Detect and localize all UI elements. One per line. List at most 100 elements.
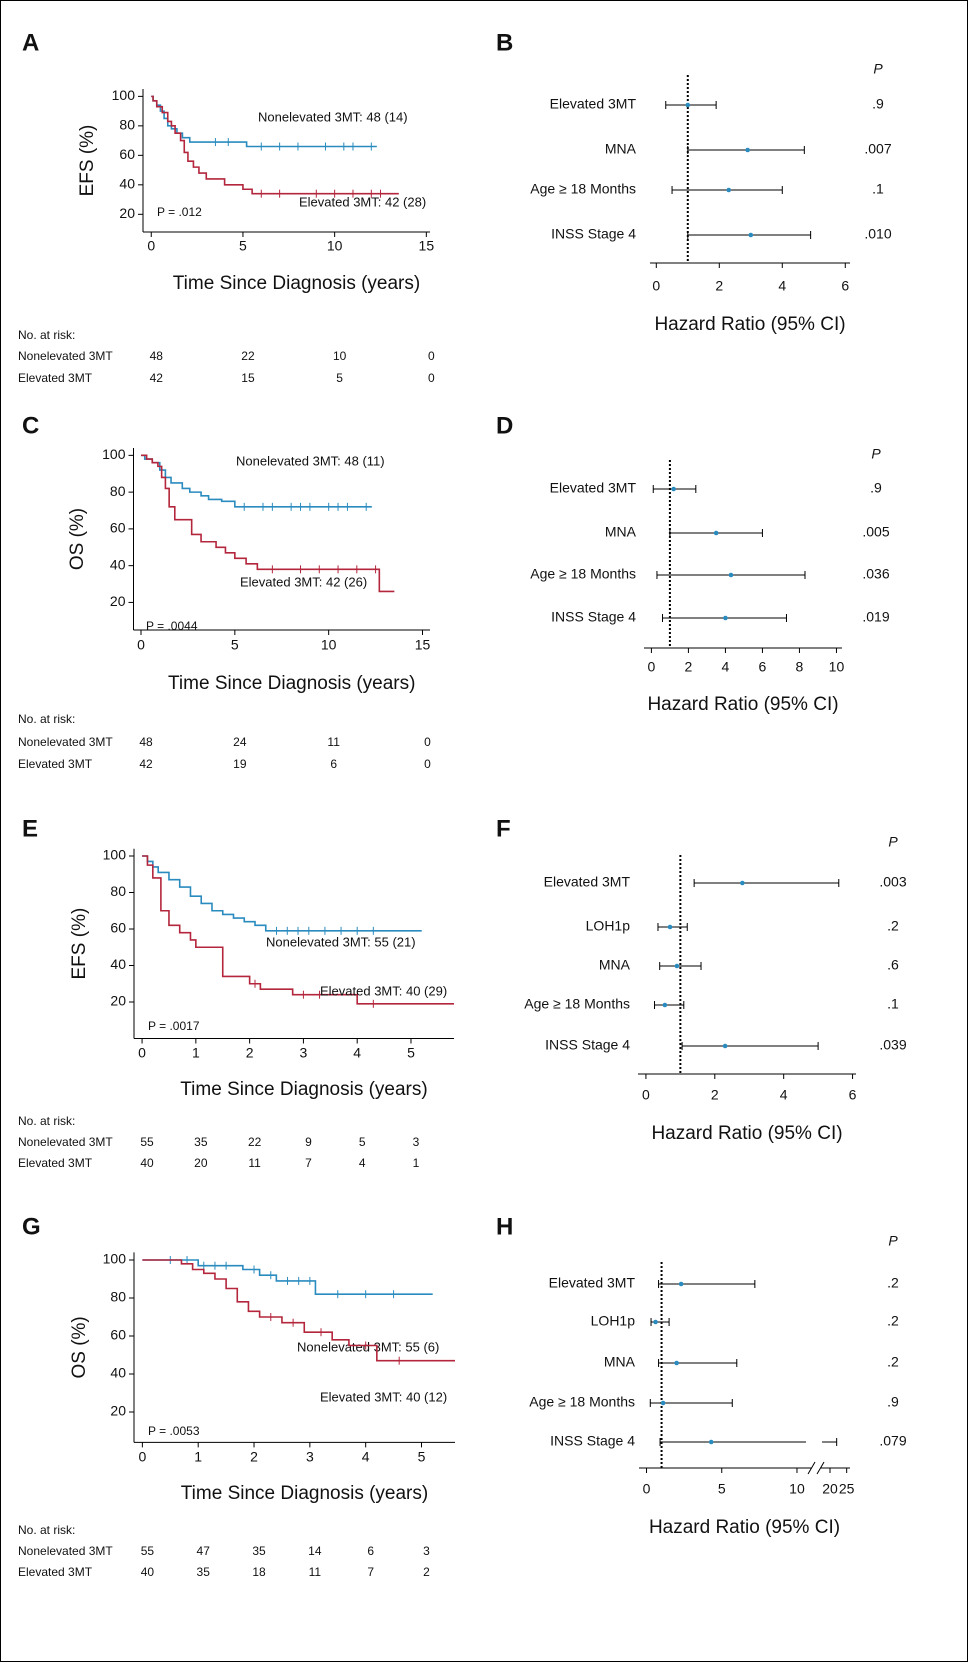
y-tick-label: 40 [110,556,126,572]
x-tick-label: 5 [718,1481,726,1497]
p-value: .9 [872,96,884,112]
category-label: INSS Stage 4 [550,1433,635,1449]
y-tick-label: 60 [110,520,126,536]
p-value: .2 [887,1313,899,1329]
confidence-interval [659,1438,838,1446]
x-axis-label: Time Since Diagnosis (years) [173,273,420,294]
confidence-interval [659,962,702,970]
p-value: P = .012 [157,205,202,219]
panel-label: A [22,29,39,56]
y-tick-label: 40 [110,956,126,972]
category-label: Age ≥ 18 Months [529,1394,635,1410]
y-tick-label: 80 [110,483,126,499]
risk-count: 35 [252,1544,266,1558]
x-tick-label: 5 [231,637,239,653]
risk-count: 24 [233,735,247,749]
confidence-interval [658,1359,738,1367]
category-label: Elevated 3MT [550,480,637,496]
p-value: P = .0053 [148,1424,200,1438]
risk-row-name: Elevated 3MT [18,1156,93,1170]
x-tick-label: 4 [722,659,730,675]
risk-count: 3 [423,1544,430,1558]
risk-count: 47 [197,1544,211,1558]
risk-count: 0 [428,349,435,363]
x-tick-label: 1 [194,1449,202,1465]
risk-count: 55 [141,1544,155,1558]
risk-count: 22 [241,349,255,363]
category-label: LOH1p [586,918,631,934]
x-tick-label: 0 [648,659,656,675]
category-label: INSS Stage 4 [545,1037,630,1053]
risk-count: 0 [424,735,431,749]
x-tick-label: 4 [780,1087,788,1103]
category-label: Elevated 3MT [544,874,631,890]
risk-count: 42 [139,757,153,771]
hazard-ratio [674,963,680,969]
risk-count: 48 [150,349,164,363]
p-value: P = .0044 [146,619,198,633]
risk-count: 4 [359,1156,366,1170]
hazard-ratio [678,1281,684,1287]
y-tick-label: 100 [102,446,126,462]
y-axis-label: EFS (%) [69,908,90,980]
risk-count: 6 [367,1544,374,1558]
y-tick-label: 100 [112,87,136,103]
hazard-ratio [726,187,732,193]
x-tick-label: 15 [415,637,431,653]
p-value: .6 [887,957,899,973]
y-axis-label: OS (%) [67,508,88,570]
p-value: .9 [870,480,882,496]
risk-count: 7 [367,1565,374,1579]
x-tick-label: 2 [711,1087,719,1103]
series-label: Nonelevated 3MT: 48 (11) [236,453,385,468]
y-tick-label: 60 [110,1327,126,1343]
category-label: Age ≥ 18 Months [530,566,636,582]
p-value: .1 [887,996,899,1012]
x-tick-label: 4 [778,278,786,294]
x-tick-label: 25 [839,1481,855,1497]
hazard-ratio [713,530,719,536]
x-tick-label: 2 [715,278,723,294]
x-tick-label: 10 [327,238,343,254]
x-axis-label: Time Since Diagnosis (years) [180,1079,427,1100]
p-header: P [871,446,881,462]
hazard-ratio [674,1360,679,1366]
category-label: LOH1p [591,1313,636,1329]
x-tick-label: 2 [685,659,693,675]
y-tick-label: 40 [119,176,135,192]
risk-count: 11 [327,735,340,749]
category-label: Age ≥ 18 Months [530,181,636,197]
risk-row-name: Elevated 3MT [18,371,93,385]
y-tick-label: 40 [110,1365,126,1381]
category-label: MNA [605,524,637,540]
x-tick-label: 15 [419,238,435,254]
x-tick-label: 0 [138,1045,146,1061]
risk-table-title: No. at risk: [18,1114,75,1128]
category-label: INSS Stage 4 [551,226,636,242]
p-value: .039 [879,1037,906,1053]
y-tick-label: 100 [103,847,127,863]
survival-curve [142,1259,433,1295]
risk-row-name: Nonelevated 3MT [18,1135,113,1149]
risk-count: 7 [305,1156,312,1170]
x-axis [639,1461,850,1475]
y-tick-label: 20 [110,593,126,609]
x-tick-label: 10 [321,637,337,653]
y-tick-label: 60 [119,146,135,162]
risk-row-name: Elevated 3MT [18,1565,93,1579]
x-tick-label: 2 [246,1045,254,1061]
survival-curve [142,855,422,932]
p-value: .9 [887,1394,899,1410]
x-tick-label: 3 [300,1045,308,1061]
risk-table-title: No. at risk: [18,712,75,726]
hazard-ratio [662,1002,668,1008]
risk-table-title: No. at risk: [18,328,75,342]
x-tick-label: 0 [137,637,145,653]
x-tick-label: 5 [418,1449,426,1465]
survival-curve [142,855,454,1005]
series-label: Elevated 3MT: 40 (12) [320,1389,447,1404]
hazard-ratio [660,1400,666,1406]
x-axis-label: Hazard Ratio (95% CI) [649,1517,840,1538]
hazard-ratio [723,615,728,621]
